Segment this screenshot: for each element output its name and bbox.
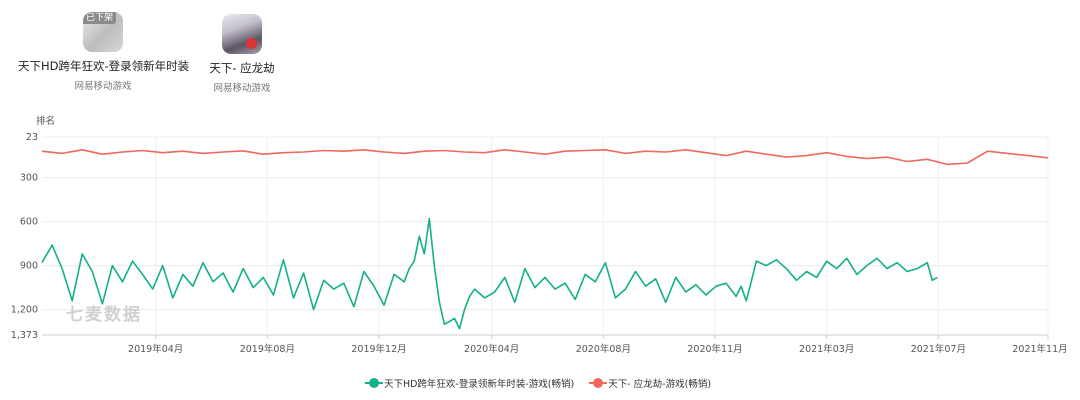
app-publisher: 网易移动游戏 <box>74 81 132 92</box>
x-tick-label: 2019年04月 <box>128 343 183 355</box>
game-icon <box>222 14 262 54</box>
x-tick-label: 2020年04月 <box>464 343 519 355</box>
app-card-tianxia-hd[interactable]: 已下架 天下HD跨年狂欢-登录领新年时装 网易移动游戏 <box>18 0 190 92</box>
chart-legend: 天下HD跨年狂欢-登录领新年时装-游戏(畅销) 天下- 应龙劫-游戏(畅销) <box>0 376 1080 391</box>
app-name: 天下- 应龙劫 <box>209 61 275 75</box>
legend-label: 天下HD跨年狂欢-登录领新年时装-游戏(畅销) <box>383 379 575 390</box>
x-tick-label: 2019年12月 <box>351 343 406 355</box>
x-tick-label: 2020年11月 <box>687 343 742 355</box>
app-publisher: 网易移动游戏 <box>213 83 271 94</box>
y-tick-label: 1,200 <box>11 305 38 316</box>
x-tick-label: 2019年08月 <box>240 343 295 355</box>
y-tick-label: 23 <box>26 132 38 143</box>
watermark-logo: 七麦数据 <box>66 304 142 325</box>
x-tick-label: 2021年11月 <box>1012 343 1067 355</box>
status-badge: 已下架 <box>83 12 117 24</box>
legend-marker-icon <box>364 378 383 388</box>
app-card-tianxia-yinglongjie[interactable]: 天下- 应龙劫 网易移动游戏 <box>196 0 288 94</box>
series-line-0 <box>41 217 938 330</box>
app-name: 天下HD跨年狂欢-登录领新年时装 <box>18 59 190 73</box>
y-tick-label: 300 <box>20 173 38 184</box>
legend-item-tianxia-yinglongjie[interactable]: 天下- 应龙劫-游戏(畅销) <box>589 376 712 390</box>
legend-marker-icon <box>589 378 608 388</box>
y-tick-label: 1,373 <box>11 330 38 341</box>
y-axis-title: 排名 <box>36 115 55 127</box>
series-line-1 <box>41 149 1049 166</box>
legend-label: 天下- 应龙劫-游戏(畅销) <box>608 379 712 390</box>
x-tick-label: 2021年07月 <box>911 343 966 355</box>
x-tick-label: 2021年03月 <box>799 343 854 355</box>
y-tick-label: 900 <box>20 261 38 272</box>
y-tick-label: 600 <box>20 217 38 228</box>
x-tick-label: 2020年08月 <box>576 343 631 355</box>
rank-line-chart[interactable]: 排名 23 300 600 900 1,200 1,373 2019年04月 2019年08月 2… <box>0 0 1080 370</box>
legend-item-tianxia-hd[interactable]: 天下HD跨年狂欢-登录领新年时装-游戏(畅销) <box>364 376 575 390</box>
game-icon: 已下架 <box>83 12 123 52</box>
red-seal-icon <box>246 38 257 49</box>
